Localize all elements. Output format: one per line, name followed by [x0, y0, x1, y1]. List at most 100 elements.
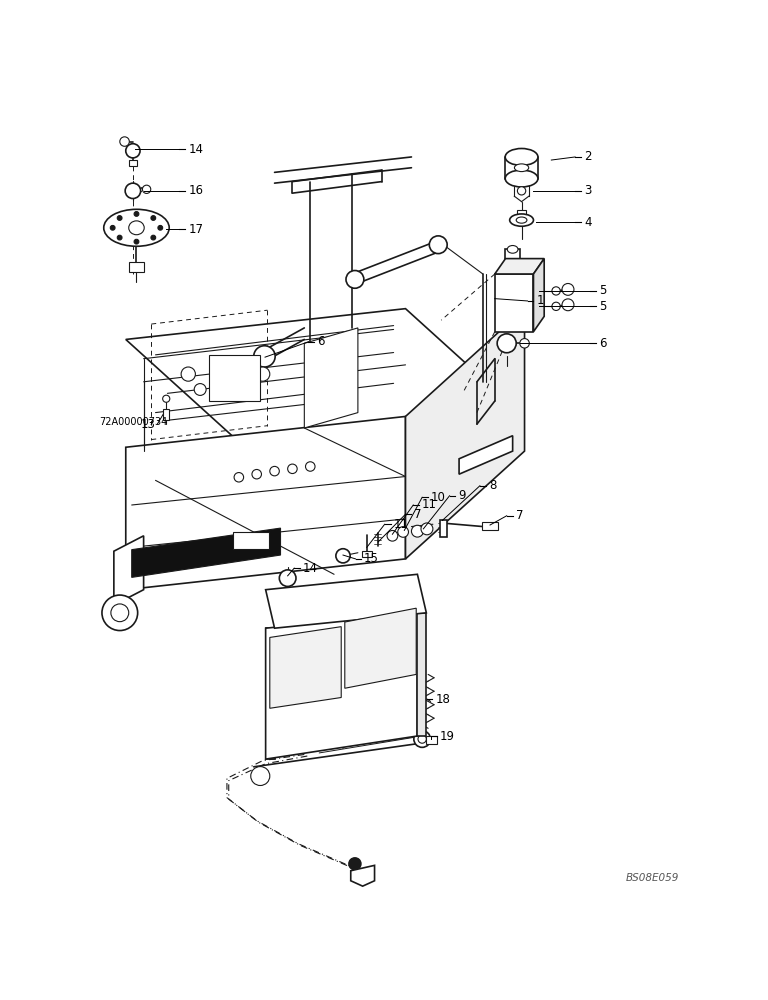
Circle shape: [421, 523, 433, 535]
Circle shape: [111, 604, 129, 622]
Circle shape: [288, 464, 297, 474]
Text: 2: 2: [584, 150, 591, 163]
Circle shape: [346, 271, 364, 288]
Circle shape: [552, 302, 560, 310]
Circle shape: [562, 283, 574, 295]
Circle shape: [518, 187, 526, 195]
Circle shape: [118, 235, 122, 240]
Polygon shape: [304, 328, 358, 428]
Bar: [209, 355, 260, 401]
Text: 72A00000734: 72A00000734: [99, 417, 167, 427]
Bar: [518, 210, 526, 216]
Ellipse shape: [515, 164, 528, 172]
Text: 6: 6: [317, 335, 325, 348]
Polygon shape: [459, 436, 512, 474]
Polygon shape: [495, 259, 545, 274]
Bar: [164, 409, 169, 420]
Circle shape: [429, 236, 447, 254]
Circle shape: [497, 334, 516, 353]
Text: 10: 10: [431, 491, 446, 504]
Circle shape: [398, 527, 409, 537]
Text: 13: 13: [141, 418, 155, 431]
Text: 7: 7: [515, 509, 523, 522]
Bar: [426, 736, 437, 744]
Bar: [233, 532, 269, 549]
Bar: [482, 522, 498, 530]
Circle shape: [414, 731, 431, 747]
Text: 3: 3: [584, 184, 591, 197]
Text: BS08E059: BS08E059: [626, 873, 680, 883]
Bar: [129, 262, 144, 272]
Polygon shape: [270, 627, 341, 708]
Bar: [272, 705, 307, 736]
Text: 18: 18: [435, 693, 450, 706]
Circle shape: [253, 346, 275, 367]
Circle shape: [418, 735, 426, 743]
Text: 15: 15: [364, 552, 379, 565]
Circle shape: [270, 466, 280, 476]
Circle shape: [126, 144, 140, 158]
Text: 11: 11: [393, 518, 409, 531]
Polygon shape: [266, 628, 274, 759]
Ellipse shape: [508, 246, 518, 253]
Circle shape: [151, 235, 156, 240]
Circle shape: [562, 299, 574, 311]
Bar: [129, 160, 137, 166]
Polygon shape: [114, 536, 144, 605]
Polygon shape: [266, 574, 426, 628]
Circle shape: [120, 137, 129, 146]
Circle shape: [336, 549, 350, 563]
Circle shape: [142, 185, 151, 193]
Circle shape: [134, 239, 139, 244]
Circle shape: [102, 595, 137, 631]
Circle shape: [181, 367, 195, 381]
Text: 16: 16: [188, 184, 204, 197]
Text: 1: 1: [536, 294, 544, 307]
Text: 11: 11: [422, 498, 437, 512]
Bar: [362, 551, 372, 557]
Text: 8: 8: [488, 479, 496, 492]
Polygon shape: [351, 865, 375, 886]
Circle shape: [552, 287, 560, 295]
Polygon shape: [132, 528, 280, 577]
Circle shape: [387, 530, 398, 541]
Text: 14: 14: [303, 562, 318, 575]
Ellipse shape: [505, 148, 538, 165]
Circle shape: [111, 225, 115, 230]
Circle shape: [256, 367, 270, 381]
Circle shape: [270, 716, 277, 724]
Circle shape: [134, 212, 139, 216]
Circle shape: [252, 469, 261, 479]
Text: 17: 17: [188, 223, 204, 236]
Polygon shape: [126, 309, 525, 447]
Polygon shape: [345, 608, 416, 688]
Ellipse shape: [505, 170, 538, 187]
Polygon shape: [266, 613, 418, 759]
Circle shape: [349, 858, 361, 870]
Circle shape: [151, 216, 156, 220]
Ellipse shape: [129, 221, 144, 235]
Circle shape: [194, 384, 206, 395]
Text: 5: 5: [599, 284, 606, 297]
Circle shape: [125, 183, 141, 199]
Circle shape: [118, 216, 122, 220]
Ellipse shape: [104, 209, 169, 246]
Ellipse shape: [510, 214, 534, 226]
Text: 5: 5: [599, 300, 606, 313]
Circle shape: [222, 374, 237, 389]
Text: 19: 19: [440, 730, 455, 742]
Circle shape: [250, 767, 270, 786]
Bar: [499, 283, 528, 318]
Bar: [505, 249, 520, 259]
Circle shape: [520, 339, 529, 348]
Polygon shape: [418, 613, 426, 736]
Polygon shape: [495, 274, 534, 332]
Circle shape: [163, 395, 170, 402]
Ellipse shape: [516, 217, 527, 223]
Circle shape: [158, 225, 163, 230]
Circle shape: [280, 570, 296, 586]
Polygon shape: [126, 416, 406, 590]
Circle shape: [234, 473, 243, 482]
Circle shape: [306, 462, 315, 471]
Text: 14: 14: [188, 143, 204, 156]
